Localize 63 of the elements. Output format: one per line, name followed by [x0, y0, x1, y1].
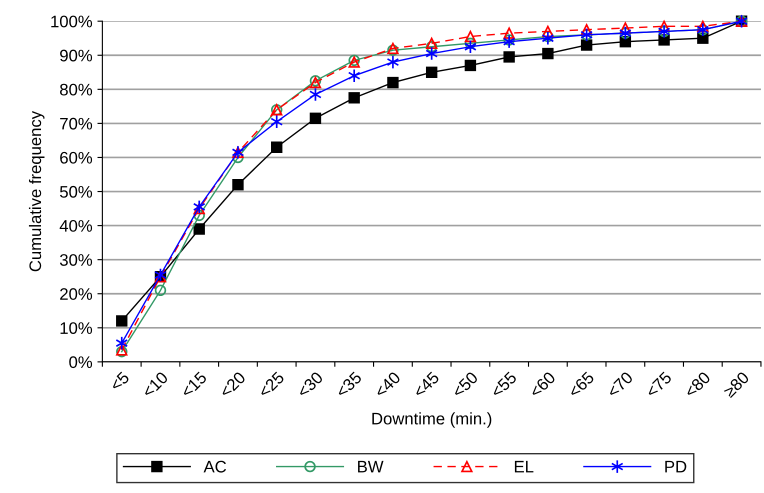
x-tick-label: <20 — [218, 370, 246, 398]
point — [503, 34, 515, 46]
x-tick-label: <55 — [490, 371, 518, 398]
x-tick-label: <15 — [180, 371, 208, 398]
point — [464, 30, 476, 42]
point — [426, 38, 438, 50]
point — [542, 26, 554, 38]
point — [116, 315, 128, 327]
point — [309, 87, 322, 102]
point — [542, 31, 554, 46]
y-axis-title: Cumulative frequency — [28, 110, 44, 272]
point — [464, 60, 476, 72]
y-tick-label: 40% — [60, 220, 92, 232]
x-tick-label: <40 — [374, 370, 402, 398]
x-tick-label: <35 — [335, 371, 362, 398]
x-tick-label: <80 — [684, 370, 712, 398]
point — [580, 39, 592, 51]
point — [194, 223, 205, 235]
point — [116, 336, 128, 350]
y-tick-label: 80% — [60, 84, 92, 96]
point — [271, 142, 282, 153]
point — [154, 284, 166, 296]
point — [194, 202, 205, 214]
legend-label: EL — [514, 460, 534, 472]
y-tick-label: 10% — [60, 322, 92, 334]
point — [386, 54, 400, 70]
y-tick-label: 20% — [60, 288, 92, 300]
legend-label: PD — [665, 460, 686, 472]
x-tick-label: <10 — [141, 370, 169, 398]
point — [502, 34, 516, 49]
y-tick-label: 50% — [60, 186, 92, 198]
legend-label: AC — [204, 460, 226, 473]
point — [464, 40, 477, 54]
point — [310, 112, 322, 124]
y-tick-label: 100% — [51, 16, 92, 28]
y-tick-label: 0% — [69, 356, 92, 368]
x-tick-label: <60 — [528, 370, 556, 398]
point — [503, 27, 515, 39]
x-tick-label: <25 — [258, 371, 285, 398]
x-tick-label: <30 — [296, 370, 324, 398]
point — [387, 76, 399, 88]
point — [348, 92, 360, 104]
point — [697, 20, 709, 32]
x-axis-title: Downtime (min.) — [372, 412, 492, 428]
x-tick-label: <45 — [412, 371, 440, 398]
x-tick-label: <70 — [606, 370, 634, 398]
y-tick-label: 90% — [60, 50, 92, 62]
point — [270, 114, 283, 129]
x-tick-label: <75 — [645, 371, 672, 398]
point — [503, 51, 515, 63]
y-tick-label: 30% — [60, 254, 92, 266]
y-tick-label: 70% — [60, 118, 92, 130]
y-tick-label: 60% — [60, 152, 92, 164]
x-tick-label: ≥80 — [722, 370, 750, 398]
legend-label: BW — [358, 460, 384, 472]
x-tick-label: <5 — [109, 371, 130, 392]
point — [425, 46, 438, 61]
point — [348, 68, 360, 83]
point — [232, 179, 244, 190]
point — [426, 66, 438, 78]
point — [542, 48, 554, 60]
x-tick-label: <50 — [451, 370, 479, 398]
x-tick-label: <65 — [568, 371, 595, 398]
